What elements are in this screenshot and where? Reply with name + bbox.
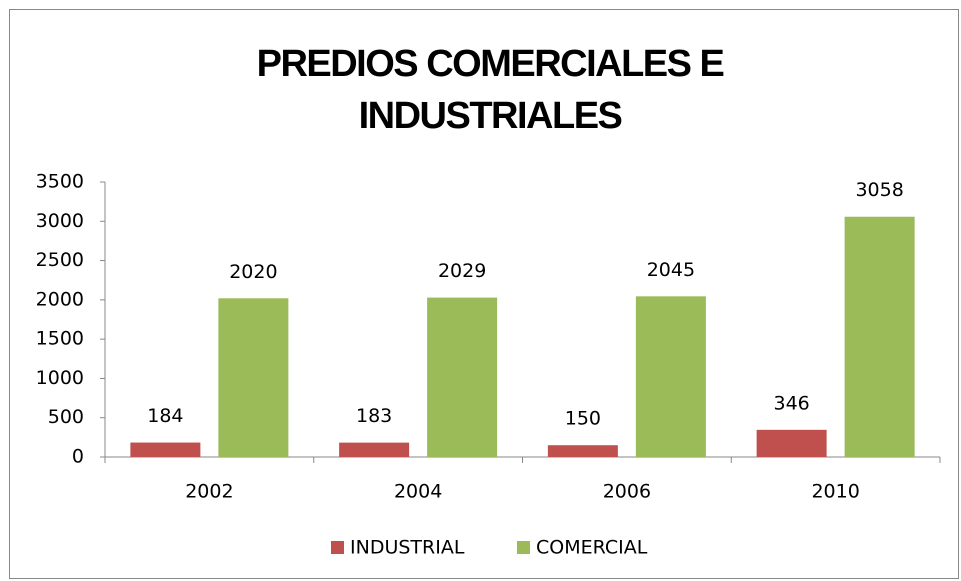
y-tick-label: 1000 [36,367,84,389]
legend-swatch [517,541,530,554]
legend-label: COMERCIAL [536,537,648,559]
bar [130,442,201,457]
bar [844,216,915,457]
data-label: 2045 [647,259,695,281]
data-label: 184 [147,405,183,427]
y-tick-label: 3500 [36,171,84,193]
bar [427,297,498,457]
bar [756,429,827,457]
bar [218,298,289,457]
y-tick-label: 2500 [36,249,84,271]
y-tick-label: 2000 [36,288,84,310]
y-tick-label: 500 [48,406,84,428]
data-label: 3058 [855,179,903,201]
y-tick-label: 1500 [36,328,84,350]
data-label: 2020 [229,261,277,283]
chart-title: PREDIOS COMERCIALES E INDUSTRIALES [256,43,725,137]
bar [635,296,706,457]
legend-label: INDUSTRIAL [350,537,465,559]
bar [547,445,618,457]
x-tick-label: 2006 [603,481,651,503]
legend-swatch [331,541,344,554]
x-tick-label: 2004 [394,481,442,503]
x-tick-label: 2002 [185,481,233,503]
chart-border [9,9,959,579]
y-tick-label: 0 [72,446,84,468]
data-label: 150 [565,408,601,430]
bar [339,442,410,457]
x-tick-label: 2010 [811,481,859,503]
data-label: 183 [356,405,392,427]
data-label: 346 [773,392,809,414]
y-tick-label: 3000 [36,210,84,232]
data-label: 2029 [438,260,486,282]
